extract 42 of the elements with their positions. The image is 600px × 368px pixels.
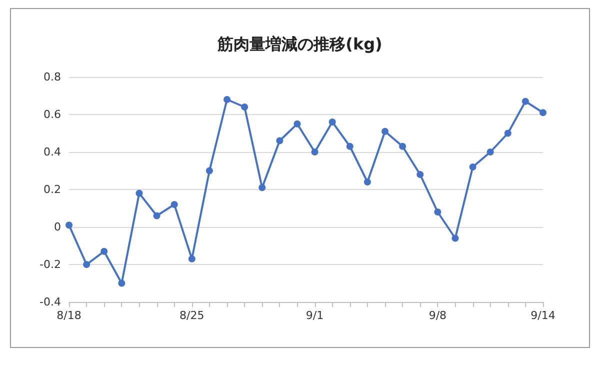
frame: -0.4 -0.2 0 0.2 0.4 0.6 0.8 8/18 8/25 9/1 9/8 9/14 筋肉量増減の推移(kg) xyxy=(10,8,590,348)
y-tick-label: 0.2 xyxy=(44,183,61,196)
point xyxy=(382,128,388,135)
x-tick-label: 8/18 xyxy=(56,309,82,322)
point xyxy=(206,167,213,174)
point xyxy=(469,164,476,170)
chart-title: 筋肉量増減の推移(kg) xyxy=(216,34,382,54)
y-tick-label: 0.4 xyxy=(44,146,61,158)
point xyxy=(188,255,196,262)
point xyxy=(540,109,546,116)
point xyxy=(294,120,301,128)
point xyxy=(399,142,406,150)
point xyxy=(434,208,442,216)
point xyxy=(136,190,143,197)
x-tick-label: 9/1 xyxy=(306,309,324,322)
x-tick-label: 8/25 xyxy=(180,309,204,322)
point xyxy=(504,130,512,137)
point xyxy=(258,184,266,192)
point xyxy=(170,201,178,208)
point xyxy=(328,118,336,126)
point xyxy=(486,148,494,156)
point xyxy=(241,104,248,110)
point xyxy=(346,142,354,150)
point xyxy=(153,212,160,220)
point xyxy=(100,248,108,255)
point xyxy=(83,261,90,268)
point xyxy=(224,96,230,103)
point xyxy=(118,280,126,287)
point xyxy=(452,234,459,242)
y-tick-label: 0 xyxy=(54,220,61,234)
x-tick-label: 9/14 xyxy=(530,309,556,322)
y-tick-label: -0.4 xyxy=(40,296,61,308)
y-tick-label: 0.8 xyxy=(44,70,61,84)
point xyxy=(311,148,318,156)
y-tick-label: 0.6 xyxy=(44,108,61,121)
point xyxy=(522,98,529,105)
x-tick-label: 9/8 xyxy=(428,309,447,322)
point xyxy=(416,171,424,178)
point xyxy=(66,222,72,229)
point xyxy=(276,137,284,144)
y-tick-label: -0.2 xyxy=(40,258,61,271)
point xyxy=(364,178,371,186)
